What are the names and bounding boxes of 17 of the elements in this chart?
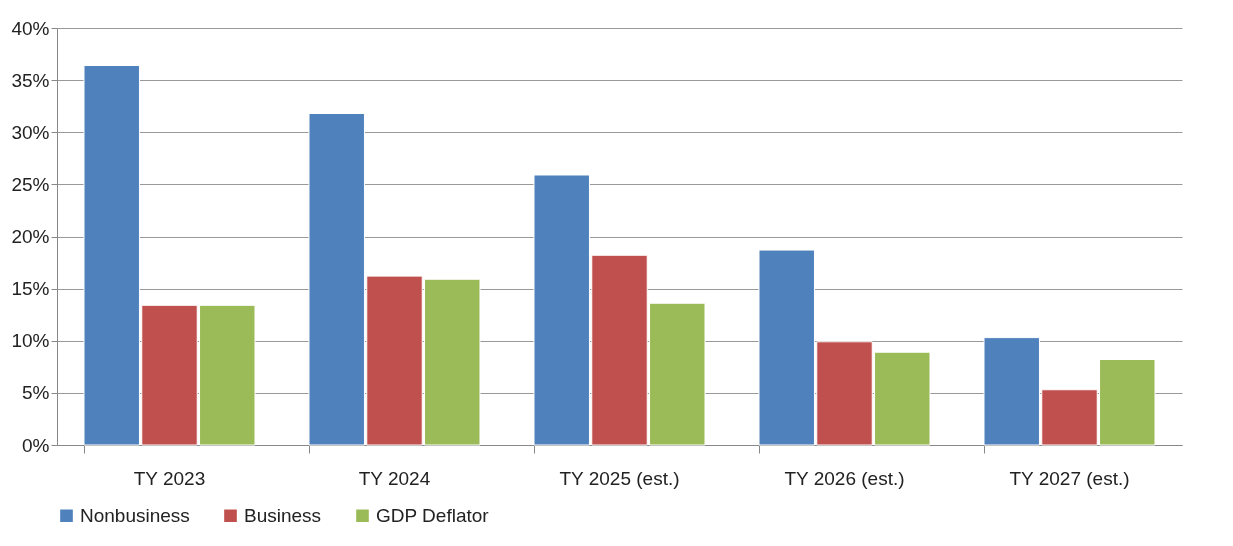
x-tick-label: TY 2026 (est.) <box>784 467 905 489</box>
y-tick-label: 40% <box>11 17 50 39</box>
x-tick-label: TY 2024 <box>358 467 431 489</box>
legend-label: GDP Deflator <box>376 504 490 526</box>
y-tick-label: 10% <box>11 330 50 352</box>
legend-label: Nonbusiness <box>80 504 190 526</box>
y-tick-label: 30% <box>11 121 50 143</box>
x-tick-label: TY 2027 (est.) <box>1009 467 1130 489</box>
x-tick-label: TY 2023 <box>133 467 206 489</box>
y-tick-label: 25% <box>11 173 50 195</box>
legend-label: Business <box>244 504 322 526</box>
y-tick-label: 0% <box>22 434 50 456</box>
y-tick-label: 20% <box>11 226 50 247</box>
y-tick-label: 35% <box>11 69 50 91</box>
y-tick-label: 15% <box>11 278 50 300</box>
y-tick-label: 5% <box>22 382 50 404</box>
x-tick-label: TY 2025 (est.) <box>559 467 680 489</box>
